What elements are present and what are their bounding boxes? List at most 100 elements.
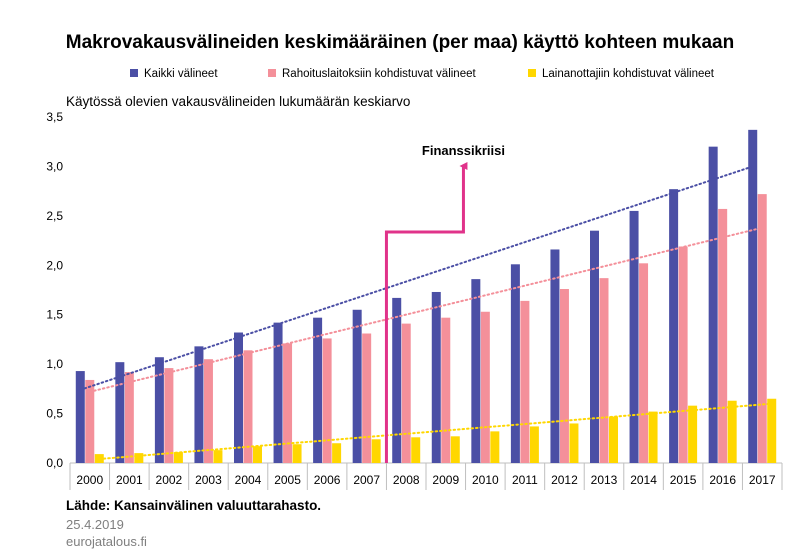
bar-kaikki (471, 279, 481, 463)
bar-kaikki (75, 371, 85, 463)
publish-date: 25.4.2019 (66, 517, 124, 532)
trendline (88, 226, 764, 393)
bar-kaikki (510, 264, 520, 463)
bar-lainanottajat (529, 426, 539, 463)
y-tick-label: 1,5 (46, 308, 63, 322)
x-tick-label: 2016 (709, 473, 736, 487)
bar-kaikki (748, 129, 758, 463)
x-tick-label: 2015 (670, 473, 697, 487)
y-tick-label: 2,0 (46, 258, 63, 272)
x-tick-label: 2001 (116, 473, 143, 487)
trendline (79, 165, 754, 391)
bar-kaikki (313, 317, 323, 463)
legend-swatch-rahoituslaitokset (268, 68, 276, 77)
y-tick-label: 3,5 (46, 110, 63, 124)
bar-rahoituslaitokset (203, 359, 213, 463)
bar-lainanottajat (292, 444, 302, 463)
bar-lainanottajat (332, 443, 342, 463)
y-tick-label: 0,0 (46, 456, 63, 470)
source-note: Lähde: Kansainvälinen valuuttarahasto. (66, 498, 322, 513)
legend-label-rahoituslaitokset: Rahoituslaitoksiin kohdistuvat välineet (282, 68, 476, 80)
bar-lainanottajat (134, 453, 144, 463)
bar-lainanottajat (609, 416, 618, 463)
bar-lainanottajat (490, 431, 500, 463)
legend-label-kaikki: Kaikki välineet (144, 68, 218, 80)
bar-rahoituslaitokset (401, 323, 411, 463)
bar-kaikki (273, 322, 283, 463)
x-tick-label: 2005 (274, 473, 301, 487)
x-tick-label: 2000 (76, 473, 103, 487)
bar-kaikki (234, 332, 243, 463)
x-tick-label: 2007 (353, 473, 380, 487)
legend-item-lainanottajat: Lainanottajiin kohdistuvat välineet (528, 68, 714, 80)
bar-rahoituslaitokset (362, 333, 372, 463)
bar-kaikki (708, 146, 718, 463)
bar-lainanottajat (213, 450, 223, 463)
bar-lainanottajat (767, 398, 777, 463)
bar-rahoituslaitokset (757, 194, 767, 463)
x-tick-label: 2002 (156, 473, 183, 487)
bar-kaikki (550, 249, 560, 463)
bar-rahoituslaitokset (124, 372, 134, 463)
bar-kaikki (629, 210, 639, 463)
x-tick-label: 2010 (472, 473, 499, 487)
bar-rahoituslaitokset (599, 278, 609, 463)
legend-swatch-kaikki (130, 68, 138, 77)
bar-rahoituslaitokset (520, 300, 530, 463)
trendline (98, 402, 773, 461)
bar-kaikki (194, 346, 204, 463)
bar-kaikki (115, 362, 125, 463)
bar-rahoituslaitokset (718, 208, 728, 463)
bar-kaikki (392, 297, 402, 463)
bar-kaikki (352, 309, 362, 463)
x-tick-label: 2004 (235, 473, 262, 487)
legend-swatch-lainanottajat (528, 68, 536, 77)
bar-rahoituslaitokset (559, 289, 569, 463)
chart-plot: 0,0 0,5 1,0 1,5 2,0 2,5 3,0 3,5 2000 2001 2002 200… (46, 110, 783, 490)
y-tick-label: 1,0 (46, 357, 63, 371)
bar-rahoituslaitokset (85, 379, 95, 463)
bar-rahoituslaitokset (639, 263, 649, 463)
bar-kaikki (669, 189, 679, 463)
bar-lainanottajat (688, 405, 698, 463)
y-tick-label: 0,5 (46, 407, 63, 421)
x-tick-label: 2012 (551, 473, 578, 487)
bar-lainanottajat (253, 446, 262, 463)
bar-lainanottajat (727, 400, 737, 463)
bar-rahoituslaitokset (678, 246, 688, 463)
legend-item-rahoituslaitokset: Rahoituslaitoksiin kohdistuvat välineet (268, 68, 476, 80)
y-tick-label: 3,0 (46, 159, 63, 173)
bar-rahoituslaitokset (164, 368, 174, 463)
y-tick-label: 2,5 (46, 209, 63, 223)
bar-rahoituslaitokset (283, 343, 293, 463)
x-tick-label: 2006 (314, 473, 341, 487)
x-tick-label: 2009 (432, 473, 459, 487)
x-tick-label: 2008 (393, 473, 420, 487)
legend-item-kaikki: Kaikki välineet (130, 68, 218, 80)
bar-lainanottajat (371, 439, 381, 463)
bar-lainanottajat (569, 423, 579, 463)
x-tick-label: 2003 (195, 473, 222, 487)
bar-kaikki (431, 291, 441, 463)
bar-rahoituslaitokset (441, 317, 451, 463)
legend-label-lainanottajat: Lainanottajiin kohdistuvat välineet (542, 68, 714, 80)
x-tick-label: 2011 (512, 473, 538, 487)
chart-title: Makrovakausvälineiden keskimääräinen (pe… (65, 32, 735, 53)
x-tick-label: 2014 (630, 473, 657, 487)
bar-rahoituslaitokset (243, 350, 253, 463)
crisis-label: Finanssikriisi (422, 143, 505, 158)
bar-kaikki (154, 357, 164, 463)
bar-lainanottajat (173, 452, 183, 463)
bar-kaikki (590, 230, 599, 463)
bar-rahoituslaitokset (322, 338, 332, 463)
bar-lainanottajat (411, 437, 421, 463)
bar-lainanottajat (648, 411, 658, 463)
x-tick-label: 2017 (749, 473, 776, 487)
crisis-arrow (384, 162, 468, 463)
bar-lainanottajat (450, 436, 460, 463)
site-name: eurojatalous.fi (66, 534, 147, 549)
x-tick-label: 2013 (591, 473, 618, 487)
y-axis-caption: Käytössä olevien vakausvälineiden lukumä… (66, 94, 411, 109)
legend: Kaikki välineet Rahoituslaitoksiin kohdi… (0, 68, 800, 84)
bar-rahoituslaitokset (480, 311, 490, 463)
